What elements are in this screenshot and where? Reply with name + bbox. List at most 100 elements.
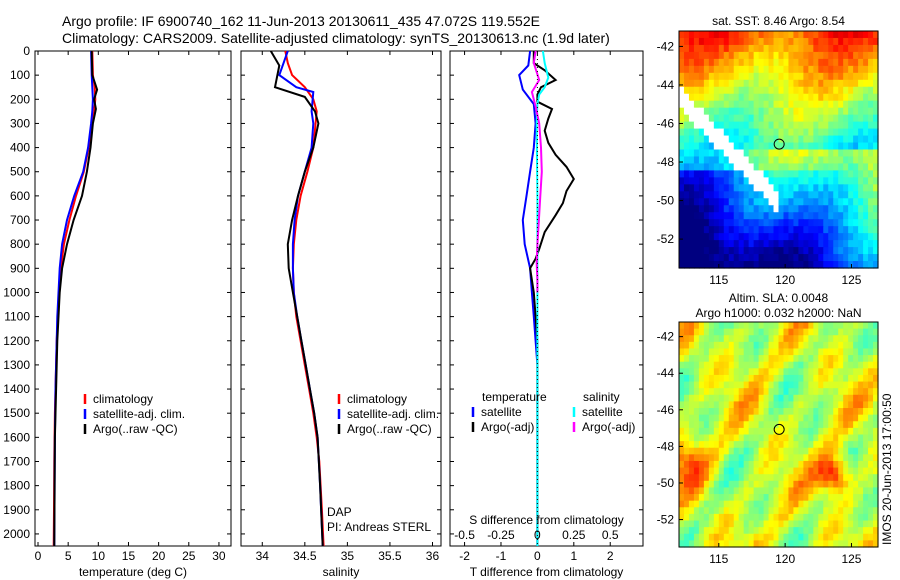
sla_map-cell <box>773 374 780 383</box>
sst_map-cell <box>873 37 879 46</box>
sst_map-cell <box>803 198 809 206</box>
sst_map-cell <box>773 219 780 227</box>
sst_map-cell <box>813 51 819 60</box>
sla_map-cell <box>728 341 735 350</box>
sla_map-cell <box>773 540 780 548</box>
sla_map-cell <box>853 447 859 455</box>
sst_map-cell <box>748 254 755 262</box>
sla_map-cell <box>688 520 695 528</box>
sla_map-cell <box>723 520 730 528</box>
sla_map-cell <box>853 540 859 548</box>
sla_map-cell <box>718 500 725 508</box>
sla_map-cell <box>703 460 710 469</box>
sst_map-cell <box>753 212 760 220</box>
sla_map-cell <box>828 533 834 541</box>
sla_map-cell <box>818 467 824 475</box>
sst_map-cell <box>679 240 685 248</box>
sla_map-cell <box>718 328 725 336</box>
sst_map-cell <box>693 37 700 46</box>
sst_map-cell <box>703 219 710 227</box>
sst_map-cell <box>818 205 824 213</box>
sla_map-cell <box>688 513 695 522</box>
sla_map-cell <box>838 487 844 495</box>
sst_map-cell <box>858 128 864 137</box>
sst_map-cell <box>758 100 765 109</box>
sla_map-cell <box>853 408 859 416</box>
sst_map-cell <box>683 65 690 74</box>
sla_map-cell <box>788 401 795 409</box>
sst_map-cell <box>803 37 809 46</box>
sla_map-cell <box>738 408 745 416</box>
sst_map-cell <box>703 233 710 241</box>
sst_map-cell <box>863 86 869 95</box>
sla_map-cell <box>758 480 765 489</box>
sla_map-cell <box>778 454 785 462</box>
sla_map-cell <box>693 454 700 462</box>
sla_map-cell <box>868 401 874 409</box>
sst_map-cell <box>733 44 740 53</box>
sst_map-cell <box>868 121 874 130</box>
sla_map-cell <box>733 394 740 403</box>
sst_map-cell <box>688 212 695 220</box>
sla_map-cell <box>718 427 725 436</box>
sla_map-cell <box>703 414 710 422</box>
sst_map-cell <box>728 37 735 46</box>
sst_map-cell <box>823 254 829 262</box>
sst_map-cell <box>853 31 859 39</box>
sla_map-cell <box>833 374 839 383</box>
sla_map-cell <box>728 335 735 343</box>
sst_map-cell <box>718 149 725 158</box>
sst_map-cell <box>818 114 824 123</box>
sla_map-cell <box>828 500 834 508</box>
sla_map-cell <box>683 533 690 541</box>
sst_map-cell <box>778 170 785 178</box>
sst_map-cell <box>753 51 760 60</box>
sla_map-cell <box>698 335 705 343</box>
sla_map-cell <box>683 474 690 482</box>
sst_map-cell <box>723 142 730 151</box>
sst_map-cell <box>738 156 745 165</box>
sst_map-cell <box>793 261 799 269</box>
sst_map-cell <box>788 31 795 39</box>
sst_map-cell <box>683 149 690 158</box>
sla_map-cell <box>863 467 869 475</box>
sst_map-cell <box>748 247 755 255</box>
sst_map-cell <box>743 121 750 130</box>
sla_map-cell <box>693 434 700 442</box>
sla_map-cell <box>828 361 834 369</box>
depth-tick-label: 800 <box>10 237 30 251</box>
sla_map-cell <box>679 341 685 350</box>
sst_map-cell <box>823 51 829 60</box>
sst_map-cell <box>703 247 710 255</box>
sla_map-cell <box>803 460 809 469</box>
sla_map-cell <box>763 408 770 416</box>
sla_map-cell <box>868 341 874 350</box>
sla_map-cell <box>713 368 720 376</box>
sla_map-cell <box>748 434 755 442</box>
sst_map-cell <box>853 79 859 88</box>
sst_map-cell <box>853 233 859 241</box>
sla_map-cell <box>868 460 874 469</box>
sla_map-cell <box>763 494 770 502</box>
sla_map-cell <box>693 374 700 383</box>
sst_map-cell <box>738 93 745 102</box>
sla_map-cell <box>733 494 740 502</box>
sst_map-cell <box>833 177 839 185</box>
sst_map-cell <box>843 72 849 81</box>
sst_map-cell <box>728 58 735 67</box>
sla_map-cell <box>873 480 879 489</box>
sst_map-cell <box>808 233 814 241</box>
sla_map-cell <box>679 427 685 436</box>
sla_map-cell <box>773 427 780 436</box>
sla_map-cell <box>733 421 740 429</box>
sst_map-cell <box>753 37 760 46</box>
sst_map-cell <box>873 149 879 158</box>
sla_map-cell <box>818 401 824 409</box>
sla_map-cell <box>813 494 819 502</box>
sst_map-cell <box>853 261 859 269</box>
sst_map-cell <box>793 79 799 88</box>
sla_map-cell <box>683 388 690 396</box>
sst_map-cell <box>828 37 834 46</box>
sst_map-cell <box>693 114 700 123</box>
